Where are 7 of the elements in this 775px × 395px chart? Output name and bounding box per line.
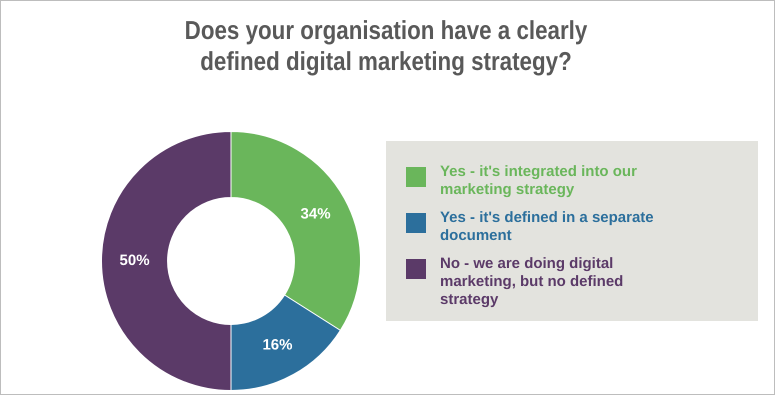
legend-label: No - we are doing digital marketing, but no defined strategy [440,255,624,309]
data-label: 16% [262,336,292,354]
legend-label: Yes - it's defined in a separate document [440,209,655,245]
data-label: 34% [300,206,331,223]
data-label: 50% [120,252,150,270]
legend-label: Yes - it's integrated into our marketing strategy [440,163,638,199]
chart-title: Does your organisation have a clearly defined digital marketing strategy? [184,15,588,77]
